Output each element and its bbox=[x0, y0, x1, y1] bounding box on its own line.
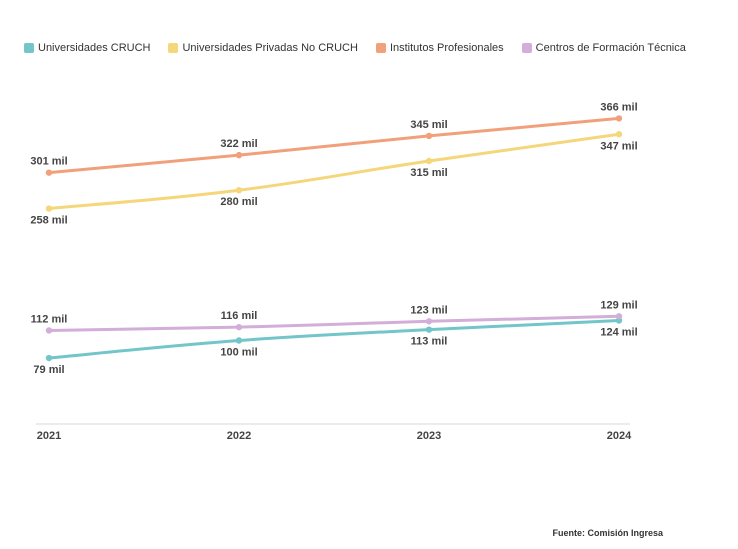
series-group: 79 mil 100 mil 113 mil 124 mil bbox=[33, 317, 638, 376]
data-point[interactable] bbox=[235, 151, 243, 159]
series-group: 112 mil 116 mil 123 mil 129 mil bbox=[31, 299, 638, 334]
legend-swatch bbox=[24, 43, 34, 53]
data-label: 79 mil bbox=[33, 364, 64, 376]
data-point[interactable] bbox=[235, 337, 243, 344]
data-label: 347 mil bbox=[600, 140, 637, 152]
legend-item[interactable]: Universidades Privadas No CRUCH bbox=[168, 42, 358, 54]
data-label: 366 mil bbox=[600, 101, 637, 113]
legend-swatch bbox=[168, 43, 179, 53]
data-label: 280 mil bbox=[220, 196, 257, 208]
data-label: 345 mil bbox=[410, 119, 447, 131]
series-line bbox=[47, 132, 621, 211]
data-label: 129 mil bbox=[600, 299, 637, 311]
data-point[interactable] bbox=[425, 157, 433, 165]
data-label: 322 mil bbox=[220, 138, 257, 150]
data-label: 113 mil bbox=[411, 336, 448, 348]
legend-label: Universidades CRUCH bbox=[38, 42, 151, 54]
x-tick-label: 2024 bbox=[607, 430, 632, 442]
data-point[interactable] bbox=[235, 323, 243, 331]
data-label: 315 mil bbox=[410, 167, 447, 179]
legend-label: Universidades Privadas No CRUCH bbox=[182, 42, 358, 54]
legend-item[interactable]: Universidades CRUCH bbox=[24, 42, 150, 54]
x-tick-labels: 2021 2022 2023 2024 bbox=[37, 430, 632, 442]
legend-item[interactable]: Institutos Profesionales bbox=[375, 42, 504, 54]
data-point[interactable] bbox=[45, 354, 53, 362]
legend-item[interactable]: Centros de Formación Técnica bbox=[521, 42, 686, 54]
data-point[interactable] bbox=[615, 131, 623, 138]
x-tick-label: 2021 bbox=[37, 430, 61, 442]
x-tick-label: 2023 bbox=[417, 430, 441, 442]
legend-label: Centros de Formación Técnica bbox=[535, 42, 686, 54]
data-label: 123 mil bbox=[410, 304, 447, 316]
legend: Universidades CRUCH Universidades Privada… bbox=[24, 42, 704, 54]
data-point[interactable] bbox=[45, 327, 53, 334]
data-label: 100 mil bbox=[220, 347, 257, 359]
series-line bbox=[47, 318, 621, 360]
data-label: 124 mil bbox=[600, 326, 637, 338]
legend-label: Institutos Profesionales bbox=[389, 42, 504, 54]
data-point[interactable] bbox=[425, 132, 433, 140]
series-line bbox=[47, 116, 621, 175]
data-point[interactable] bbox=[45, 169, 53, 176]
legend-swatch bbox=[375, 43, 386, 53]
data-point[interactable] bbox=[425, 326, 433, 333]
data-label: 258 mil bbox=[30, 215, 67, 227]
source-note: Fuente: Comisión Ingresa bbox=[552, 528, 663, 538]
data-label: 112 mil bbox=[31, 313, 68, 325]
legend-swatch bbox=[521, 43, 532, 53]
x-tick-label: 2022 bbox=[227, 430, 251, 442]
data-point[interactable] bbox=[425, 318, 433, 325]
series-line bbox=[47, 314, 621, 332]
series-group: 258 mil 280 mil 315 mil 347 mil bbox=[30, 131, 638, 227]
data-point[interactable] bbox=[615, 115, 623, 122]
data-point[interactable] bbox=[235, 187, 243, 194]
series-group: 301 mil 322 mil 345 mil 366 mil bbox=[30, 101, 638, 176]
data-label: 116 mil bbox=[221, 310, 258, 322]
data-label: 301 mil bbox=[30, 156, 67, 168]
data-point[interactable] bbox=[45, 205, 53, 212]
series-layer: 79 mil 100 mil 113 mil 124 mil 258 mil 280 mi… bbox=[30, 101, 637, 376]
data-point[interactable] bbox=[615, 313, 623, 320]
